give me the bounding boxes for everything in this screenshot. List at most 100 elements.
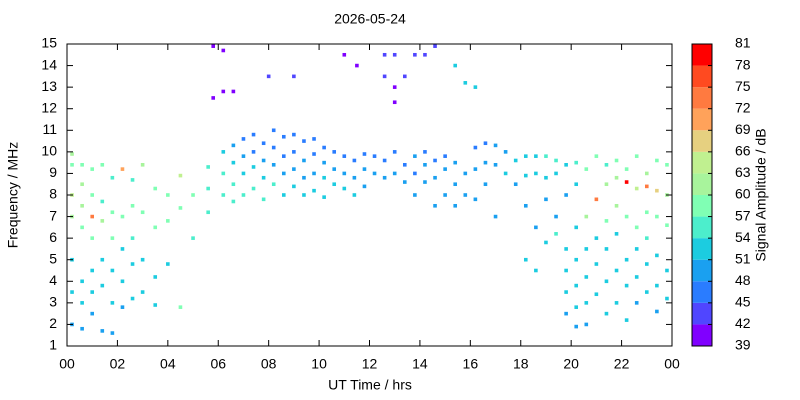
data-point bbox=[453, 203, 458, 208]
data-point bbox=[423, 163, 427, 167]
data-point bbox=[110, 210, 115, 215]
data-point bbox=[402, 180, 407, 184]
data-point bbox=[80, 279, 84, 284]
data-point bbox=[604, 311, 609, 316]
data-point bbox=[665, 223, 669, 227]
data-point bbox=[453, 160, 458, 165]
data-point bbox=[90, 214, 95, 219]
data-point bbox=[292, 167, 296, 171]
data-point bbox=[231, 143, 236, 148]
data-point bbox=[120, 279, 125, 284]
data-point bbox=[241, 154, 246, 158]
data-point bbox=[634, 154, 639, 158]
data-point bbox=[166, 193, 170, 197]
data-point bbox=[100, 199, 105, 204]
data-point bbox=[100, 257, 105, 262]
data-point bbox=[166, 219, 170, 223]
data-point bbox=[80, 326, 84, 331]
data-point bbox=[130, 296, 135, 301]
data-point bbox=[90, 290, 95, 294]
data-point bbox=[392, 100, 397, 105]
data-point bbox=[110, 268, 115, 273]
x-tick-label: 18 bbox=[513, 356, 529, 372]
data-point bbox=[655, 283, 659, 288]
data-point bbox=[453, 182, 458, 187]
data-point bbox=[70, 152, 74, 156]
data-point bbox=[322, 175, 326, 180]
data-point bbox=[221, 193, 226, 197]
data-point bbox=[342, 171, 347, 176]
y-tick-label: 12 bbox=[41, 99, 57, 115]
y-tick-label: 5 bbox=[49, 250, 57, 266]
data-point bbox=[513, 182, 518, 187]
data-point bbox=[266, 74, 271, 79]
colorbar-tick-label: 66 bbox=[735, 143, 751, 159]
data-point bbox=[392, 52, 397, 57]
data-point bbox=[493, 163, 498, 167]
data-point bbox=[624, 167, 629, 171]
data-point bbox=[473, 197, 478, 202]
x-tick-label: 04 bbox=[160, 356, 176, 372]
x-axis-label: UT Time / hrs bbox=[328, 377, 412, 393]
data-point bbox=[140, 163, 145, 167]
data-point bbox=[90, 236, 95, 240]
data-point bbox=[292, 132, 296, 137]
data-point bbox=[178, 305, 183, 309]
x-tick-label: 02 bbox=[110, 356, 126, 372]
data-point bbox=[433, 44, 437, 48]
x-tick-label: 00 bbox=[664, 356, 680, 372]
data-point bbox=[178, 173, 183, 178]
data-point bbox=[463, 81, 468, 85]
data-point bbox=[574, 225, 579, 230]
data-point bbox=[574, 160, 579, 165]
data-point bbox=[382, 175, 387, 180]
y-tick-label: 7 bbox=[49, 207, 57, 223]
data-point bbox=[251, 132, 256, 137]
data-point bbox=[302, 158, 306, 163]
data-point bbox=[594, 292, 599, 297]
data-point bbox=[166, 262, 170, 266]
data-point bbox=[261, 197, 266, 202]
data-point bbox=[221, 150, 226, 154]
data-point bbox=[100, 283, 105, 288]
data-point bbox=[372, 171, 377, 176]
data-point bbox=[594, 154, 599, 158]
data-point bbox=[644, 184, 649, 189]
y-tick-label: 11 bbox=[42, 121, 57, 137]
data-point bbox=[130, 178, 135, 182]
data-point bbox=[140, 290, 145, 294]
data-point bbox=[392, 171, 397, 176]
data-point bbox=[483, 182, 488, 187]
data-point bbox=[564, 311, 568, 316]
data-point bbox=[443, 167, 447, 171]
data-point bbox=[312, 188, 316, 193]
data-point bbox=[130, 203, 135, 208]
x-tick-label: 12 bbox=[362, 356, 378, 372]
data-point bbox=[423, 180, 427, 184]
data-point bbox=[153, 225, 158, 230]
data-point bbox=[655, 309, 659, 314]
data-point bbox=[634, 225, 639, 230]
data-point bbox=[634, 275, 639, 279]
data-point bbox=[534, 154, 538, 158]
data-point bbox=[634, 247, 639, 251]
colorbar-band bbox=[692, 238, 712, 260]
data-point bbox=[402, 74, 407, 79]
data-point bbox=[206, 186, 210, 191]
data-point bbox=[90, 167, 95, 171]
data-point bbox=[594, 262, 599, 266]
data-point bbox=[564, 247, 568, 251]
data-point bbox=[292, 150, 296, 154]
data-point bbox=[70, 163, 74, 167]
data-point bbox=[604, 247, 609, 251]
data-point bbox=[312, 152, 316, 156]
data-point bbox=[473, 85, 478, 89]
data-point bbox=[604, 219, 609, 223]
data-point bbox=[423, 52, 427, 57]
data-point bbox=[342, 186, 347, 191]
data-point bbox=[584, 214, 589, 219]
data-point bbox=[564, 193, 568, 197]
data-point bbox=[100, 219, 105, 223]
y-axis-label: Frequency / MHz bbox=[5, 142, 21, 249]
data-point bbox=[211, 96, 216, 100]
